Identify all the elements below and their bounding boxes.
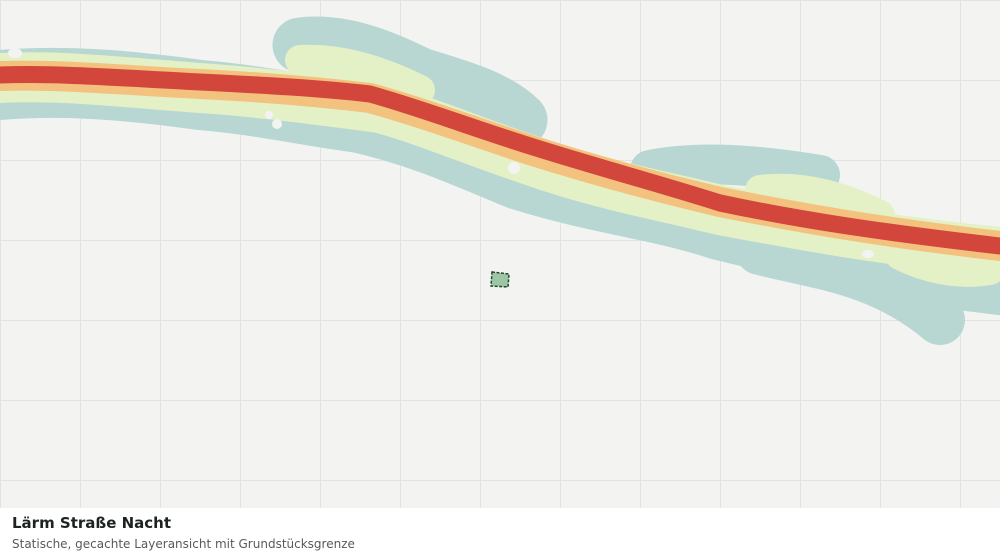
gap (862, 250, 874, 258)
noise-layer (0, 16, 1000, 345)
layer-subtitle: Statische, gecachte Layeransicht mit Gru… (12, 537, 355, 551)
gap (8, 48, 22, 58)
gap (508, 162, 520, 174)
caption: Lärm Straße Nacht Statische, gecachte La… (0, 508, 1000, 560)
noise-zone-very-high (0, 66, 1000, 255)
map-view (0, 0, 1000, 508)
noise-zone-mid (285, 44, 435, 105)
parcel-boundary[interactable] (490, 271, 510, 288)
gap (272, 119, 282, 129)
noise-zone-mid (745, 173, 1000, 287)
gap (265, 111, 273, 119)
layer-title: Lärm Straße Nacht (12, 514, 172, 532)
noise-zone-low (630, 144, 840, 195)
noise-zone-low (735, 225, 965, 345)
